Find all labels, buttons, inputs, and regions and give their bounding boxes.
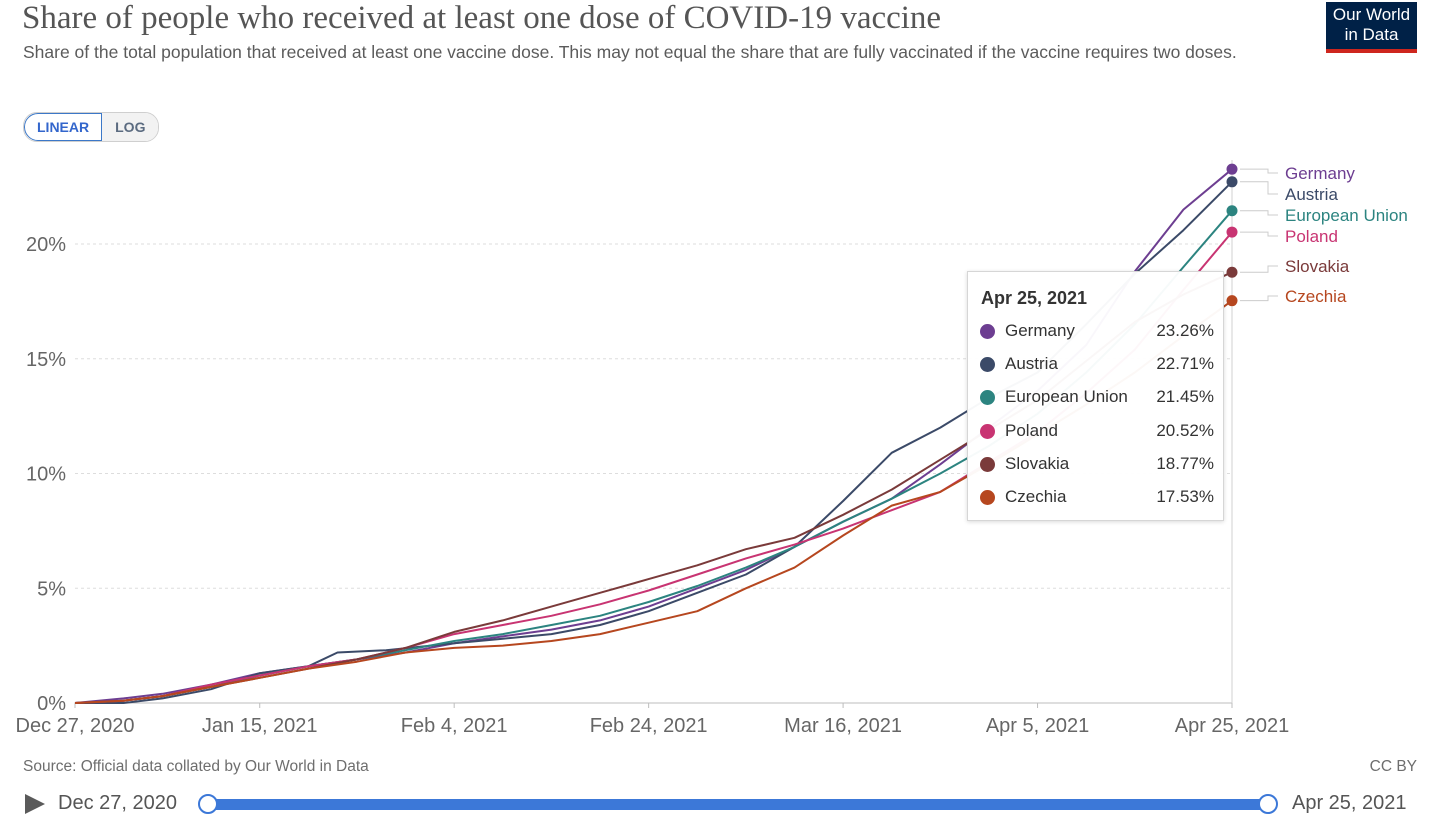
series-endpoint[interactable] bbox=[1226, 295, 1238, 307]
tooltip-series-name: Slovakia bbox=[1005, 453, 1070, 473]
y-tick-label: 15% bbox=[26, 349, 66, 371]
tooltip-series-name: Germany bbox=[1005, 321, 1075, 340]
tooltip-series-name: Poland bbox=[1005, 420, 1058, 440]
tooltip-color-dot bbox=[980, 423, 995, 439]
tooltip-series-value: 22.71% bbox=[1156, 354, 1214, 374]
timeline-start-label: Dec 27, 2020 bbox=[58, 792, 177, 814]
x-tick-label: Mar 16, 2021 bbox=[784, 715, 902, 737]
series-end-label[interactable]: Austria bbox=[1285, 185, 1338, 204]
tooltip-color-dot bbox=[980, 324, 995, 339]
tooltip-row: European Union 21.45% bbox=[980, 386, 1214, 410]
label-connector bbox=[1240, 295, 1278, 302]
timeline-start-handle[interactable] bbox=[198, 794, 218, 814]
series-endpoint[interactable] bbox=[1226, 163, 1238, 175]
series-end-label[interactable]: Poland bbox=[1285, 227, 1338, 246]
chart-title: Share of people who received at least on… bbox=[22, 0, 942, 36]
timeline: Dec 27, 2020 Apr 25, 2021 bbox=[0, 786, 1440, 814]
x-tick-label: Dec 27, 2020 bbox=[16, 715, 135, 737]
tooltip-series-value: 18.77% bbox=[1156, 453, 1214, 473]
tooltip-series-value: 23.26% bbox=[1156, 321, 1214, 340]
chart-subtitle: Share of the total population that recei… bbox=[23, 42, 1237, 62]
label-connector bbox=[1240, 168, 1278, 174]
tooltip-row: Slovakia 18.77% bbox=[980, 453, 1214, 477]
license-link[interactable]: CC BY bbox=[1369, 758, 1417, 775]
scale-toggle: LINEAR LOG bbox=[23, 112, 160, 142]
x-tick-label: Feb 4, 2021 bbox=[401, 715, 508, 737]
timeline-end-handle[interactable] bbox=[1258, 794, 1278, 814]
x-tick-label: Jan 15, 2021 bbox=[202, 715, 318, 737]
timeline-track[interactable] bbox=[208, 799, 1268, 810]
tooltip-row: Czechia 17.53% bbox=[980, 486, 1214, 510]
series-end-label[interactable]: Czechia bbox=[1285, 287, 1347, 306]
tooltip-row: Poland 20.52% bbox=[980, 420, 1214, 444]
tooltip-series-name: Austria bbox=[1005, 354, 1058, 374]
tooltip-color-dot bbox=[980, 490, 995, 505]
y-axis-ticks: 0% 5% 10% 15% 20% bbox=[26, 234, 66, 715]
label-connector bbox=[1240, 181, 1278, 195]
logo-line-1: Our World bbox=[1332, 5, 1411, 24]
tooltip-date: Apr 25, 2021 bbox=[981, 288, 1088, 308]
tooltip-series-value: 21.45% bbox=[1156, 387, 1214, 407]
y-tick-label: 10% bbox=[26, 464, 66, 486]
tooltip-row: Austria 22.71% bbox=[980, 353, 1214, 377]
logo-line-2: in Data bbox=[1344, 25, 1399, 44]
tooltip-color-dot bbox=[980, 357, 995, 373]
tooltip-series-name: Czechia bbox=[1005, 487, 1067, 506]
x-tick-label: Apr 5, 2021 bbox=[986, 715, 1089, 737]
y-tick-label: 20% bbox=[26, 234, 66, 256]
log-scale-button[interactable]: LOG bbox=[102, 113, 159, 141]
label-connector bbox=[1240, 265, 1278, 273]
x-tick-label: Feb 24, 2021 bbox=[590, 715, 708, 737]
series-endpoint[interactable] bbox=[1226, 266, 1238, 278]
hover-tooltip: Apr 25, 2021 Germany 23.26% Austria 22.71% E… bbox=[967, 271, 1224, 521]
tooltip-color-dot bbox=[980, 390, 995, 406]
owid-logo[interactable]: Our World in Data bbox=[1326, 2, 1417, 53]
timeline-end-label: Apr 25, 2021 bbox=[1292, 792, 1407, 814]
play-icon[interactable] bbox=[25, 794, 45, 814]
y-tick-label: 0% bbox=[37, 693, 66, 715]
series-end-label[interactable]: Slovakia bbox=[1285, 257, 1350, 276]
x-tick-label: Apr 25, 2021 bbox=[1175, 715, 1290, 737]
series-end-labels: Germany Austria European Union Poland Slovak… bbox=[1240, 164, 1408, 306]
series-endpoints bbox=[1226, 163, 1238, 307]
source-note[interactable]: Source: Official data collated by Our Wo… bbox=[23, 758, 369, 775]
tooltip-series-value: 17.53% bbox=[1156, 487, 1214, 506]
series-end-label[interactable]: Germany bbox=[1285, 164, 1355, 183]
series-endpoint[interactable] bbox=[1226, 226, 1238, 238]
tooltip-series-name: European Union bbox=[1005, 387, 1128, 407]
series-endpoint[interactable] bbox=[1226, 176, 1238, 188]
label-connector bbox=[1240, 210, 1278, 216]
y-tick-label: 5% bbox=[37, 578, 66, 600]
series-endpoint[interactable] bbox=[1226, 205, 1238, 217]
label-connector bbox=[1240, 231, 1278, 237]
x-axis-ticks: Dec 27, 2020 Jan 15, 2021 Feb 4, 2021 Feb 2… bbox=[16, 703, 1290, 737]
linear-scale-button[interactable]: LINEAR bbox=[24, 113, 103, 141]
tooltip-row: Germany 23.26% bbox=[980, 320, 1214, 344]
line-chart: 0% 5% 10% 15% 20% Dec 27, 2020 Jan 15, 2021 Fe… bbox=[16, 160, 1408, 737]
tooltip-color-dot bbox=[980, 456, 995, 472]
series-end-label[interactable]: European Union bbox=[1285, 206, 1408, 225]
tooltip-series-value: 20.52% bbox=[1156, 420, 1214, 440]
